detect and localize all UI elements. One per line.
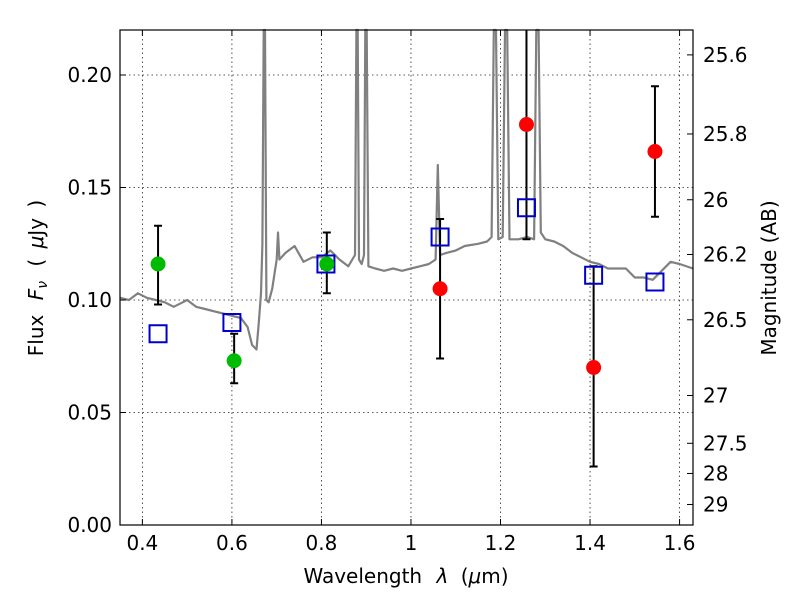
red-data-point — [432, 281, 448, 297]
model-point-square — [316, 254, 336, 274]
x-tick-label: 1.6 — [664, 531, 696, 555]
error-bars — [154, 30, 659, 468]
y-axis-label-unit-open: ( — [24, 259, 48, 267]
model-point-square — [148, 324, 168, 344]
green-data-point — [150, 256, 166, 272]
right-tick-label: 27 — [703, 384, 728, 408]
green-data-point — [226, 353, 242, 369]
x-tick-label: 1 — [405, 531, 418, 555]
x-axis-label-unit-mu: μ — [468, 564, 482, 588]
green-data-point — [319, 256, 335, 272]
y-axis-label-text: Flux — [24, 314, 48, 356]
right-tick-label: 28 — [703, 461, 728, 485]
spectrum-line — [119, 28, 694, 351]
right-tick-label: 29 — [703, 492, 728, 516]
y-tick-label: 0.10 — [67, 288, 112, 312]
x-tick-label: 0.8 — [306, 531, 338, 555]
y-tick-label: 0.15 — [67, 176, 112, 200]
right-tick-label: 25.6 — [703, 43, 748, 67]
x-axis-label-unit-open: ( — [461, 564, 469, 588]
model-point-square — [645, 272, 665, 292]
grid-lines — [120, 30, 693, 526]
x-tick-label: 1.2 — [485, 531, 517, 555]
model-point-square — [430, 227, 450, 247]
y-axis-label-left: Flux Fν ( μJy ) — [24, 200, 52, 356]
model-point-square — [222, 313, 242, 332]
x-axis-label-unit-rest: m) — [481, 564, 508, 588]
y-axis-label-symbol: F — [24, 288, 48, 300]
x-axis-label-symbol: λ — [435, 564, 448, 588]
y-tick-label: 0.00 — [67, 513, 112, 537]
right-tick-label: 25.8 — [703, 122, 748, 146]
x-axis-label-text: Wavelength — [303, 564, 422, 588]
red-data-point — [586, 360, 602, 375]
spectrum-series — [119, 28, 694, 351]
right-tick-label: 26 — [703, 188, 728, 212]
data-points — [148, 117, 665, 375]
y-axis-label-right: Magnitude (AB) — [757, 200, 781, 355]
right-tick-label: 27.5 — [703, 431, 748, 455]
axis-ticks: 0.4 0.6 0.8 1 1.2 1.4 1.6 0.00 0.05 0.10 0.15 0.20 2… — [67, 30, 748, 555]
x-tick-label: 0.6 — [216, 531, 248, 555]
right-tick-label: 26.2 — [703, 242, 748, 266]
y-tick-label: 0.05 — [67, 401, 112, 425]
red-data-point — [647, 144, 663, 159]
x-tick-label: 0.4 — [126, 531, 158, 555]
y-axis-label-unit-rest: Jy — [24, 218, 48, 238]
right-tick-label: 26.5 — [703, 308, 748, 332]
x-tick-label: 1.4 — [574, 531, 606, 555]
y-axis-label-sub: ν — [35, 281, 51, 289]
y-tick-label: 0.20 — [67, 63, 112, 87]
y-axis-label-unit-close: ) — [24, 200, 48, 208]
model-point-square — [516, 198, 536, 218]
plot-frame — [119, 29, 694, 526]
x-axis-label: Wavelength λ (μm) — [303, 564, 508, 588]
red-data-point — [518, 117, 534, 132]
model-point-square — [584, 265, 604, 285]
y-axis-label-unit-mu: μ — [24, 236, 48, 250]
